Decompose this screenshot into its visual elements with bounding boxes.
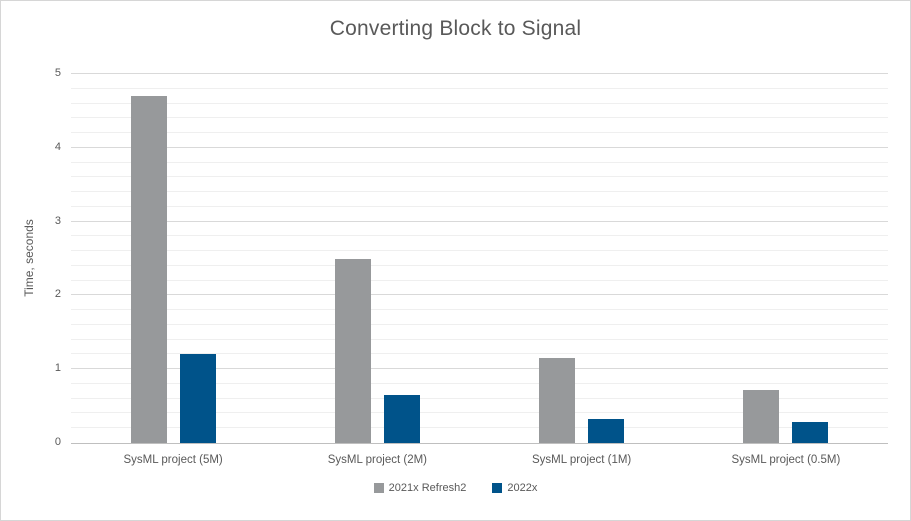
major-gridline bbox=[71, 368, 888, 370]
y-tick-label: 3 bbox=[54, 214, 61, 227]
y-tick-label: 0 bbox=[54, 436, 61, 448]
major-gridline bbox=[71, 146, 888, 148]
x-category-label: SysML project (1M) bbox=[531, 454, 632, 466]
legend-label: 2022x bbox=[507, 482, 538, 494]
y-tick-label: 5 bbox=[54, 67, 61, 79]
major-gridline bbox=[71, 294, 888, 296]
minor-gridline bbox=[71, 191, 888, 193]
minor-gridline bbox=[71, 117, 888, 119]
minor-gridline bbox=[71, 382, 888, 384]
minor-gridline bbox=[71, 250, 888, 252]
y-tick-label: 4 bbox=[54, 140, 61, 153]
legend-label: 2021x Refresh2 bbox=[388, 482, 467, 494]
minor-gridline bbox=[71, 427, 888, 429]
minor-gridline bbox=[71, 132, 888, 134]
minor-gridline bbox=[71, 338, 888, 340]
minor-gridline bbox=[71, 397, 888, 399]
minor-gridline bbox=[71, 235, 888, 237]
bar-2022x bbox=[588, 419, 625, 443]
minor-gridline bbox=[71, 264, 888, 266]
y-axis-title: Time, seconds bbox=[22, 219, 36, 297]
x-category-label: SysML project (2M) bbox=[327, 454, 427, 466]
minor-gridline bbox=[71, 87, 888, 89]
y-tick-label: 2 bbox=[54, 288, 61, 301]
minor-gridline bbox=[71, 205, 888, 207]
bar-2021x-refresh2 bbox=[743, 389, 780, 443]
minor-gridline bbox=[71, 412, 888, 414]
bar-2021x-refresh2 bbox=[334, 258, 371, 443]
minor-gridline bbox=[71, 353, 888, 355]
x-category-label: SysML project (5M) bbox=[123, 454, 223, 466]
legend-item: 2021x Refresh2 bbox=[373, 482, 467, 494]
plot-area bbox=[71, 73, 888, 444]
legend: 2021x Refresh2 2022x bbox=[1, 482, 910, 494]
bar-2022x bbox=[792, 422, 829, 443]
legend-swatch-icon bbox=[492, 483, 503, 493]
major-gridline bbox=[71, 220, 888, 222]
bar-2022x bbox=[179, 354, 216, 443]
minor-gridline bbox=[71, 309, 888, 311]
y-tick-label: 1 bbox=[54, 362, 61, 375]
bar-2021x-refresh2 bbox=[130, 96, 167, 443]
legend-swatch-icon bbox=[373, 483, 384, 493]
x-category-label: SysML project (0.5M) bbox=[731, 454, 841, 466]
bar-2022x bbox=[383, 395, 420, 443]
legend-item: 2022x bbox=[492, 482, 537, 494]
minor-gridline bbox=[71, 161, 888, 163]
chart-title: Converting Block to Signal bbox=[329, 17, 582, 40]
minor-gridline bbox=[71, 323, 888, 325]
minor-gridline bbox=[71, 176, 888, 178]
major-gridline bbox=[71, 73, 888, 74]
bar-2021x-refresh2 bbox=[539, 358, 576, 443]
minor-gridline bbox=[71, 102, 888, 104]
minor-gridline bbox=[71, 279, 888, 281]
